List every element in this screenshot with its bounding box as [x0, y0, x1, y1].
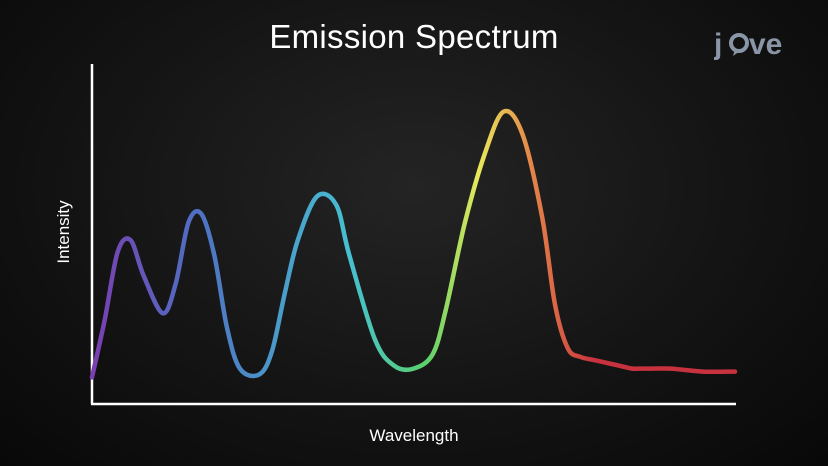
chart-title: Emission Spectrum — [269, 18, 559, 55]
jove-logo: j ve — [714, 28, 782, 61]
svg-text:ve: ve — [749, 28, 782, 61]
svg-text:j: j — [714, 28, 722, 61]
x-axis-label: Wavelength — [369, 426, 459, 445]
spectrum-line — [89, 108, 738, 380]
y-axis-label: Intensity — [54, 200, 73, 264]
